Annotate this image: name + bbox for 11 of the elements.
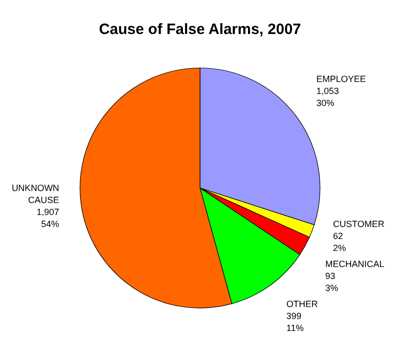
slice-label: EMPLOYEE [316, 74, 366, 84]
data-label: 62 2% [333, 231, 346, 254]
slice-label: MECHANICAL [325, 259, 384, 270]
data-label: 399 11% [286, 311, 304, 334]
data-label: 1,053 30% [316, 86, 339, 108]
slice-label: UNKNOWN CAUSE [12, 182, 60, 205]
data-label: 93 3% [325, 271, 338, 294]
slice-label: OTHER [286, 299, 318, 310]
data-label: 1,907 54% [36, 206, 60, 229]
chart-title: Cause of False Alarms, 2007 [98, 21, 302, 38]
slice-label: CUSTOMER [333, 219, 385, 230]
